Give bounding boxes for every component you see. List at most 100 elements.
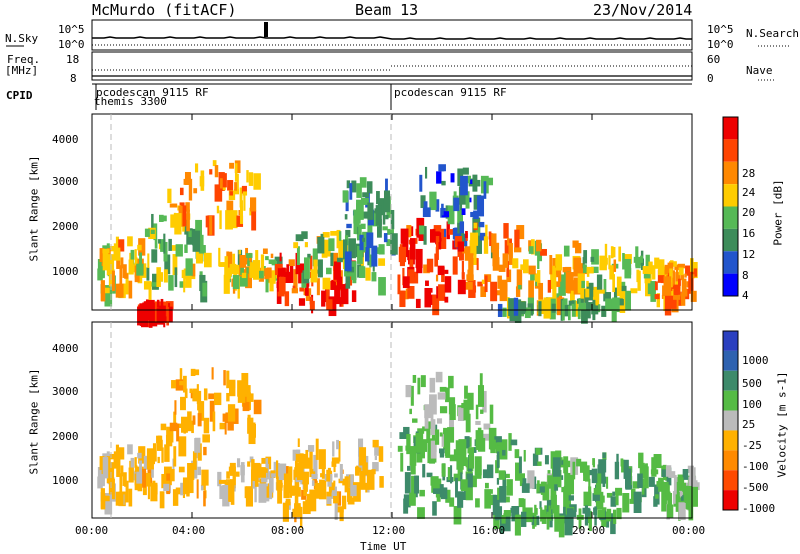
velocity-cell-8-42 [494, 436, 502, 443]
velocity-cell-2-20 [209, 400, 215, 422]
velocity-cell-2-12 [226, 370, 230, 389]
power-cell-0-23 [97, 259, 105, 279]
power-cell-7-31 [372, 212, 379, 227]
velocity-cell-3-57 [259, 467, 266, 478]
velocity-cell-7-8 [467, 392, 474, 410]
power-cell-0-15 [138, 238, 146, 256]
velocity-cell-4-58 [339, 507, 344, 522]
velocity-cell-0-22 [106, 451, 110, 457]
power-cell-12-49 [586, 280, 589, 287]
power-cell-6-41 [369, 254, 372, 268]
power-cell-9-43 [479, 232, 488, 241]
velocity-cell-6-28 [443, 427, 451, 442]
power-cell-3-29 [214, 165, 219, 178]
velocity-cell-2-43 [242, 396, 250, 412]
power-cell-13-58 [668, 282, 672, 295]
power-cell-2-58 [175, 244, 183, 257]
power-cell-1-55 [158, 305, 166, 323]
power-cell-4-40 [241, 272, 247, 279]
velocity-cell-7-14 [444, 441, 450, 457]
power-cell-3-1 [219, 210, 222, 230]
velocity-cell-9-12 [550, 485, 557, 499]
velocity-cell-10-30 [653, 454, 662, 469]
power-cell-10-38 [468, 253, 474, 275]
velocity-cell-9-49 [572, 461, 576, 480]
power-cell-11-52 [518, 284, 522, 290]
velocity-cell-3-29 [251, 459, 255, 472]
power-cell-13-50 [680, 293, 686, 306]
power-cell-12-32 [624, 258, 632, 279]
velocity-cell-5-56 [327, 467, 331, 473]
velocity-cell-8-44 [506, 479, 513, 496]
power-cell-12-46 [586, 266, 594, 274]
velocity-cell-1-27 [178, 466, 185, 473]
power-cell-7-3 [390, 209, 395, 230]
power-cell-2-53 [143, 281, 152, 290]
power-cell-4-25 [274, 256, 283, 271]
power-cell-4-33 [234, 264, 240, 275]
nsky-panel-frame [91, 19, 693, 51]
power-cell-11-49 [534, 273, 539, 282]
velocity-cell-1-37 [142, 482, 147, 496]
power-cell-12-40 [630, 288, 638, 294]
velocity-cell-6-4 [420, 439, 428, 452]
power-cell-2-34 [202, 282, 207, 297]
power-cell-12-54 [613, 259, 617, 272]
velocity-cell-7-30 [439, 406, 448, 414]
power-cell-3-58 [199, 176, 205, 187]
power-cell-6-44 [378, 258, 386, 266]
velocity-cell-11-35 [668, 471, 676, 478]
power-cell-11-14 [575, 243, 582, 254]
power-cell-0-33 [118, 239, 125, 252]
velocity-cell-1-53 [182, 477, 190, 495]
velocity-cell-0-58 [100, 488, 105, 509]
power-cell-3-51 [239, 205, 244, 224]
velocity-cell-6-23 [400, 452, 404, 472]
power-colorbar-swatch-1 [723, 139, 738, 162]
velocity-cell-3-12 [247, 486, 251, 506]
power-cell-10-36 [508, 242, 513, 265]
power-cell-2-52 [203, 252, 212, 268]
power-cell-5-48 [277, 267, 286, 277]
power-cell-12-36 [612, 274, 615, 293]
power-cell-9-20 [461, 208, 466, 216]
power-cell-13-56 [673, 295, 681, 300]
power-cell-5-34 [311, 278, 314, 287]
power-cell-12-20 [610, 246, 614, 259]
power-cell-4-0 [270, 253, 274, 259]
power-cell-10-27 [470, 257, 478, 265]
power-cell-9-27 [425, 166, 428, 179]
power-cell-1-54 [147, 302, 154, 321]
power-cell-7-54 [390, 233, 398, 255]
velocity-cell-7-28 [448, 414, 454, 431]
power-cell-14-0 [564, 304, 571, 317]
velocity-cell-7-3 [489, 404, 494, 424]
velocity-cell-9-27 [523, 449, 526, 462]
velocity-cell-10-41 [633, 491, 642, 514]
power-cell-7-51 [344, 214, 348, 220]
velocity-cell-4-42 [283, 473, 292, 494]
velocity-cell-7-41 [475, 404, 479, 420]
velocity-cell-9-2 [532, 453, 539, 466]
power-cell-10-30 [516, 225, 525, 240]
power-cell-10-41 [499, 279, 508, 302]
xtick-0: 00:00 [75, 524, 109, 537]
power-cell-12-22 [582, 257, 585, 269]
power-cell-6-21 [295, 234, 304, 242]
power-cell-3-19 [188, 178, 193, 201]
power-cell-9-48 [470, 179, 473, 185]
velocity-cell-4-31 [275, 460, 279, 479]
velocity-cell-0-47 [101, 474, 105, 486]
power-cell-2-54 [148, 282, 152, 301]
power-cell-2-27 [158, 239, 161, 244]
power-cell-4-14 [246, 267, 251, 274]
velocity-cell-3-39 [264, 468, 268, 477]
power-cell-13-29 [673, 270, 676, 286]
power-cell-4-57 [247, 260, 250, 267]
velocity-cell-0-15 [138, 446, 146, 464]
velocity-cell-6-37 [449, 497, 455, 507]
velocity-cell-1-7 [196, 479, 199, 499]
power-cell-8-3 [435, 274, 439, 282]
power-cell-8-53 [407, 250, 410, 261]
power-cell-2-44 [195, 219, 202, 238]
